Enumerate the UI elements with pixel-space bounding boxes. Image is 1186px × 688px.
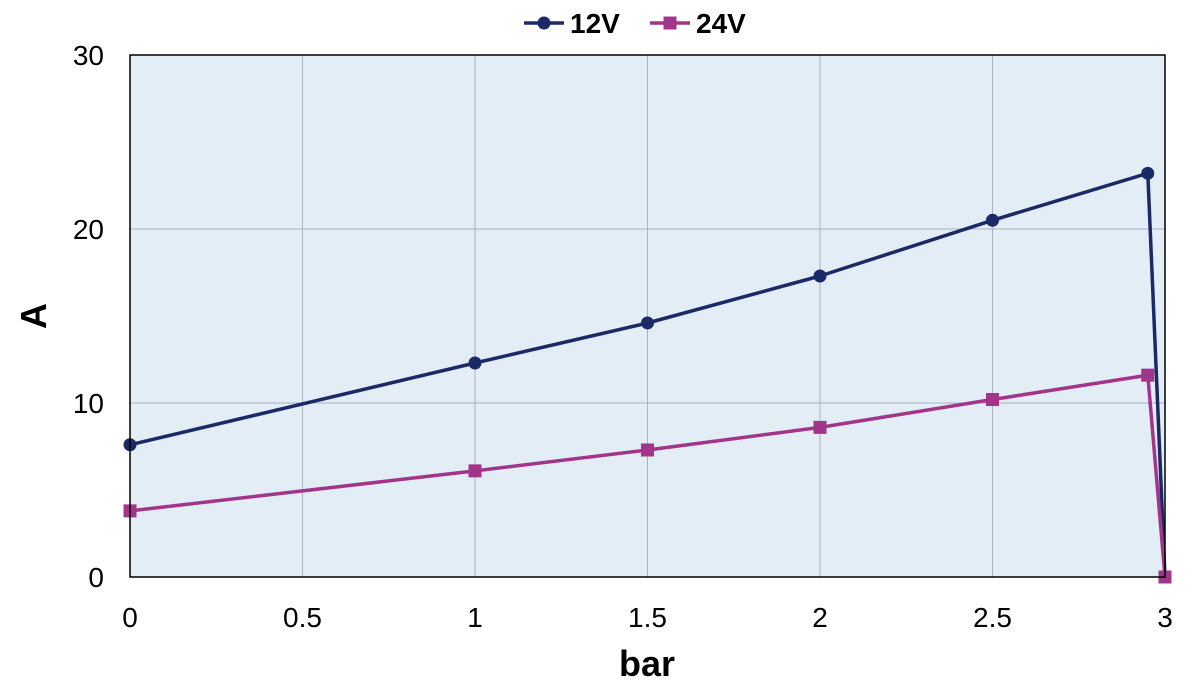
- y-tick-labels: 0 10 20 30: [73, 40, 104, 593]
- data-point: [663, 16, 677, 30]
- x-axis-title: bar: [619, 643, 675, 684]
- x-tick-labels: 0 0.5 1 1.5 2 2.5 3: [122, 602, 1173, 633]
- x-tick-label: 0.5: [283, 602, 322, 633]
- plot-frame: [129, 54, 1166, 578]
- legend-label: 24V: [696, 8, 746, 39]
- legend-item-24v: 24V: [650, 8, 746, 39]
- data-point: [641, 443, 654, 457]
- data-point: [537, 16, 551, 30]
- data-point: [813, 420, 827, 434]
- y-axis-title: A: [13, 303, 54, 329]
- x-tick-label: 2.5: [973, 602, 1012, 633]
- y-tick-label: 30: [73, 40, 104, 71]
- data-point: [468, 356, 482, 370]
- data-point: [986, 213, 999, 227]
- x-tick-label: 3: [1157, 602, 1173, 633]
- y-tick-label: 10: [73, 388, 104, 419]
- data-point: [813, 269, 827, 283]
- data-point: [986, 393, 999, 407]
- legend: 12V 24V: [524, 8, 746, 39]
- data-point: [468, 464, 482, 478]
- x-tick-label: 0: [122, 602, 138, 633]
- legend-label: 12V: [570, 8, 620, 39]
- data-point: [1141, 166, 1155, 180]
- data-point: [1141, 368, 1155, 382]
- series-24v: [123, 368, 1172, 584]
- legend-item-12v: 12V: [524, 8, 620, 39]
- y-tick-label: 20: [73, 214, 104, 245]
- data-point: [641, 316, 654, 330]
- x-tick-label: 1: [467, 602, 483, 633]
- x-tick-label: 1.5: [628, 602, 667, 633]
- y-tick-label: 0: [88, 562, 104, 593]
- x-tick-label: 2: [812, 602, 828, 633]
